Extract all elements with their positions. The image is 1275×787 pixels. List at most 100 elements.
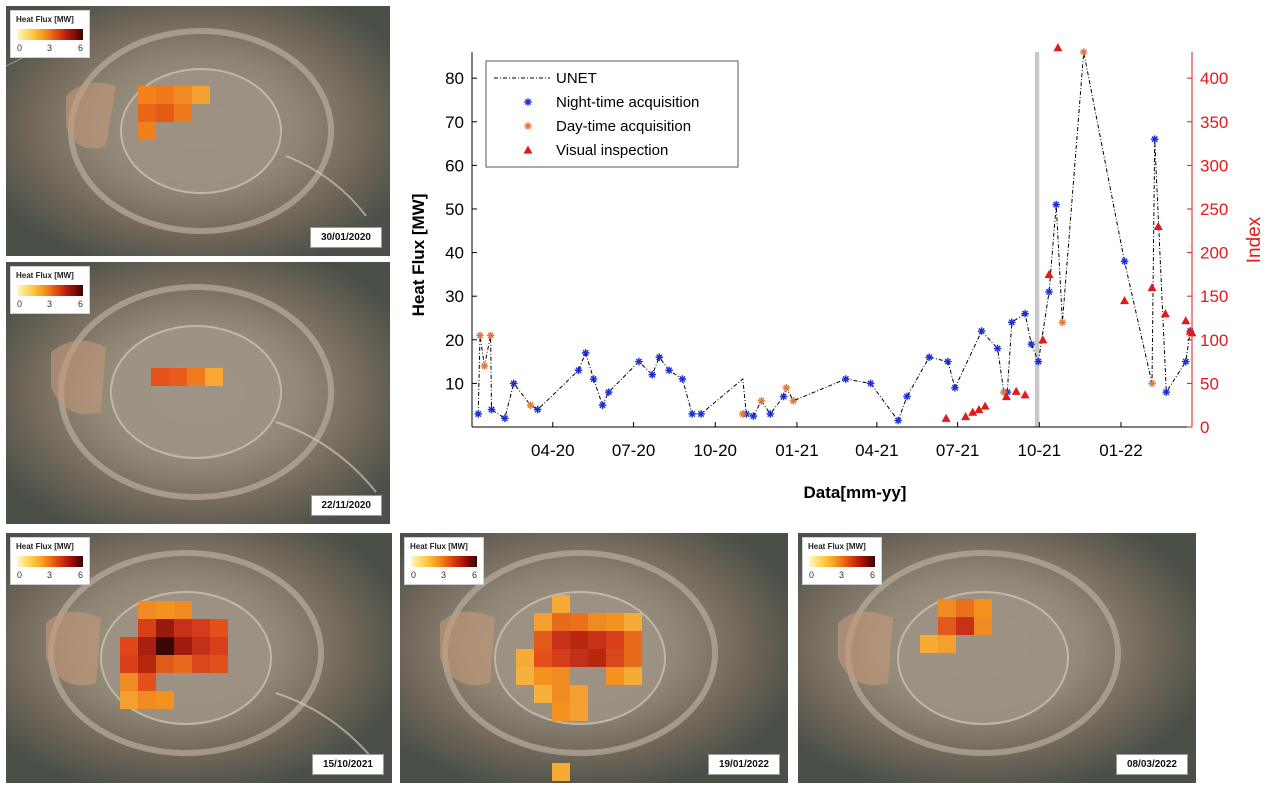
night-time-point — [1150, 135, 1159, 144]
night-time-point — [766, 410, 775, 418]
legend-marker-day — [524, 122, 532, 130]
colorbar-title: Heat Flux [MW] — [16, 542, 74, 551]
night-time-point — [1120, 257, 1129, 266]
legend-marker-night — [524, 98, 532, 106]
night-time-point — [1162, 388, 1171, 396]
night-time-point — [581, 349, 590, 357]
y-tick-label: 40 — [445, 244, 464, 263]
night-time-point — [866, 379, 875, 388]
heatmap-cells — [138, 86, 210, 140]
visual-inspection-point — [1187, 328, 1197, 337]
colorbar-title: Heat Flux [MW] — [808, 542, 866, 551]
y-tick-label: 80 — [445, 69, 464, 88]
legend-label-day: Day-time acquisition — [556, 118, 691, 135]
heatmap-cells — [120, 601, 228, 709]
colorbar-tick: 3 — [47, 570, 53, 580]
y-right-tick-label: 250 — [1200, 200, 1228, 219]
colorbar-tick: 0 — [411, 570, 417, 580]
crater-map-panel-3: Heat Flux [MW] 0 3 6 15/10/2021 — [6, 533, 392, 783]
day-time-point — [480, 362, 489, 370]
day-time-point — [1079, 48, 1088, 56]
day-time-point — [738, 410, 747, 418]
x-tick-label: 10-21 — [1018, 441, 1061, 460]
night-time-point — [604, 388, 613, 396]
colorbar-tick: 0 — [809, 570, 815, 580]
colorbar-tick: 6 — [78, 299, 84, 309]
day-time-point — [486, 331, 495, 340]
night-time-point — [951, 383, 959, 392]
crater-map-panel-5: Heat Flux [MW] 0 3 6 08/03/2022 — [798, 533, 1196, 783]
legend-label-night: Night-time acquisition — [556, 94, 699, 111]
day-time-point — [789, 397, 798, 405]
y-right-tick-label: 100 — [1200, 331, 1228, 350]
night-time-point — [1181, 357, 1190, 366]
night-time-point — [749, 412, 758, 420]
crater-map-image — [6, 6, 390, 256]
visual-inspection-point — [1044, 269, 1054, 278]
visual-inspection-point — [961, 412, 971, 421]
x-tick-label: 10-20 — [694, 441, 737, 460]
day-time-point — [757, 397, 766, 405]
night-time-point — [501, 414, 509, 423]
x-axis-label: Data[mm-yy] — [804, 483, 907, 502]
visual-inspection-point — [968, 407, 978, 416]
colorbar-tick: 3 — [47, 43, 53, 53]
night-time-point — [1045, 288, 1053, 296]
visual-inspection-point — [974, 405, 984, 414]
y-tick-label: 50 — [445, 200, 464, 219]
night-time-point — [1052, 200, 1060, 209]
day-time-point — [1058, 318, 1067, 327]
colorbar-tick: 6 — [472, 570, 478, 580]
acquisition-date: 19/01/2022 — [707, 754, 780, 775]
night-time-point — [1034, 357, 1043, 366]
legend-label-visual: Visual inspection — [556, 142, 668, 159]
visual-inspection-point — [1147, 282, 1157, 292]
visual-inspection-point — [1053, 43, 1063, 52]
night-time-point — [589, 375, 598, 383]
y-axis-right-label: Index — [1244, 216, 1265, 263]
heatmap-cells — [516, 595, 642, 781]
acquisition-date: 22/11/2020 — [310, 495, 382, 516]
y-right-tick-label: 50 — [1200, 374, 1219, 393]
y-tick-label: 20 — [445, 331, 464, 350]
y-axis-label: Heat Flux [MW] — [409, 194, 428, 317]
night-time-point — [779, 392, 788, 401]
y-tick-label: 60 — [445, 156, 464, 175]
night-time-point — [993, 344, 1002, 353]
y-right-tick-label: 300 — [1200, 156, 1228, 175]
visual-inspection-point — [1001, 391, 1011, 401]
x-tick-label: 01-22 — [1099, 441, 1142, 460]
colorbar-legend: Heat Flux [MW] 0 3 6 — [404, 537, 484, 585]
colorbar-tick: 3 — [47, 299, 53, 309]
visual-inspection-point — [1160, 309, 1170, 318]
night-time-point — [903, 392, 911, 401]
x-tick-label: 07-21 — [936, 441, 979, 460]
x-tick-label: 07-20 — [612, 441, 655, 460]
night-time-point — [1021, 309, 1029, 318]
legend-label-unet: UNET — [556, 70, 597, 87]
colorbar-tick: 6 — [870, 570, 876, 580]
night-time-point — [697, 410, 705, 418]
visual-inspection-point — [1020, 390, 1030, 399]
chart-legend: UNET Night-time acquisition Day-time acq… — [485, 60, 739, 168]
colorbar-tick: 3 — [839, 570, 845, 580]
colorbar-gradient — [17, 285, 83, 296]
heatmap-cells — [151, 368, 223, 386]
night-time-point — [894, 416, 902, 425]
colorbar-tick: 6 — [78, 43, 84, 53]
colorbar-tick: 3 — [441, 570, 447, 580]
night-time-point — [509, 379, 518, 388]
night-time-point — [648, 370, 657, 379]
shaded-event-span — [1034, 52, 1040, 427]
day-time-point — [526, 401, 535, 409]
y-right-tick-label: 0 — [1200, 418, 1209, 437]
colorbar-gradient — [17, 29, 83, 40]
visual-inspection-point — [1011, 386, 1021, 395]
colorbar-legend: Heat Flux [MW] 0 3 6 — [10, 266, 90, 314]
visual-inspection-point — [941, 413, 951, 422]
y-right-tick-label: 200 — [1200, 244, 1228, 263]
colorbar-tick: 0 — [17, 43, 23, 53]
acquisition-date: 30/01/2020 — [309, 227, 382, 248]
night-time-point — [925, 353, 934, 362]
day-time-point — [1148, 379, 1156, 388]
